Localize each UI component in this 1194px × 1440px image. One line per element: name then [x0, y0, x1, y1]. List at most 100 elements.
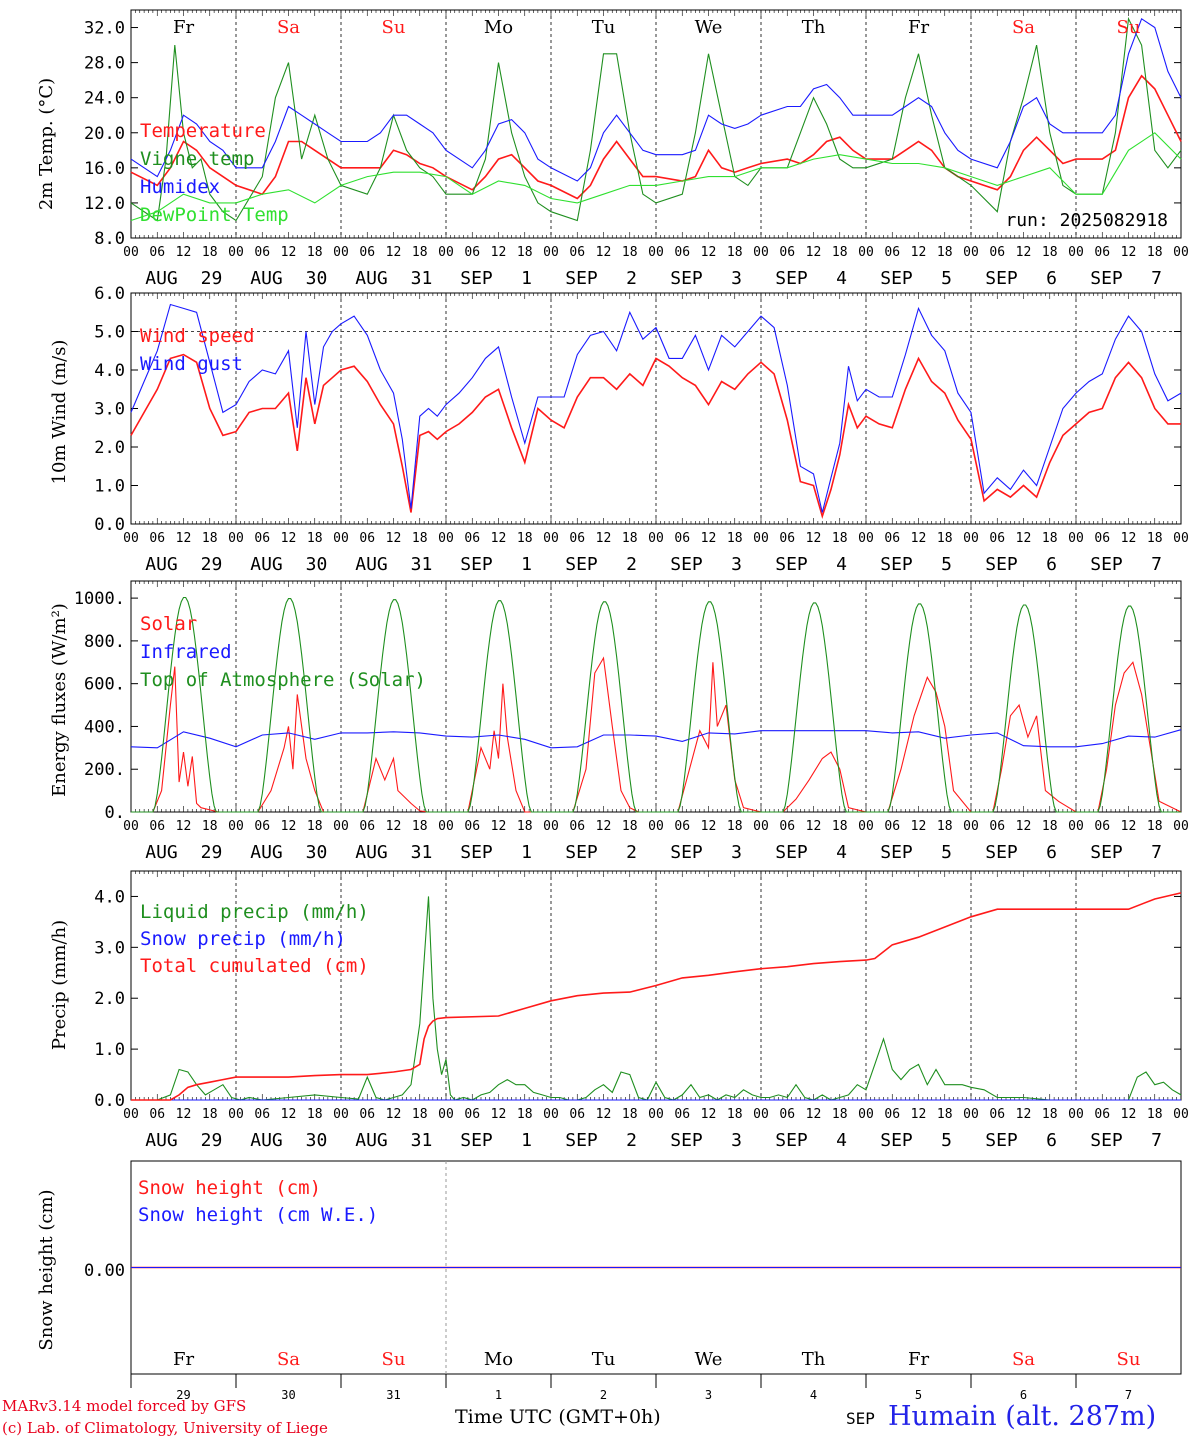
hour-tick-label: 00 — [963, 1107, 979, 1122]
hour-tick-label: 06 — [884, 245, 900, 260]
bottom-day-label: 30 — [281, 1388, 295, 1402]
station-title: Humain (alt. 287m) — [888, 1401, 1157, 1432]
hour-tick-label: 00 — [858, 245, 874, 260]
hour-tick-label: 12 — [1016, 531, 1032, 546]
hour-tick-label: 00 — [1068, 1107, 1084, 1122]
y-tick-label: 16.0 — [84, 159, 125, 179]
hour-tick-label: 18 — [307, 1107, 323, 1122]
y-axis-title: Snow height (cm) — [36, 1189, 57, 1350]
legend-entry: Vigne temp — [140, 148, 254, 170]
date-month-label: SEP — [565, 554, 598, 575]
hour-tick-label: 00 — [438, 531, 454, 546]
hour-tick-label: 00 — [1173, 1107, 1189, 1122]
weekday-label: Fr — [908, 17, 929, 38]
hour-tick-label: 00 — [963, 531, 979, 546]
hour-tick-label: 06 — [359, 531, 375, 546]
y-axis-title: 10m Wind (m/s) — [49, 340, 70, 485]
hour-tick-label: 12 — [386, 531, 402, 546]
hour-tick-label: 12 — [281, 245, 297, 260]
date-day-label: 3 — [731, 1130, 742, 1151]
hour-tick-label: 00 — [543, 1107, 559, 1122]
hour-tick-label: 00 — [543, 245, 559, 260]
hour-tick-label: 06 — [779, 819, 795, 834]
y-tick-label: 3.0 — [94, 400, 125, 420]
weekday-label: Th — [802, 1349, 826, 1370]
date-month-label: SEP — [775, 1130, 808, 1151]
hour-tick-label: 06 — [254, 1107, 270, 1122]
hour-tick-label: 18 — [517, 531, 533, 546]
hour-tick-label: 06 — [569, 531, 585, 546]
hour-tick-label: 18 — [727, 1107, 743, 1122]
panel-2 — [130, 292, 1182, 525]
date-day-label: 29 — [201, 554, 223, 575]
weekday-label: Mo — [484, 1349, 513, 1370]
hour-tick-label: 06 — [569, 245, 585, 260]
hour-tick-label: 18 — [622, 1107, 638, 1122]
series-wind-gust — [130, 303, 1182, 513]
hour-tick-label: 18 — [412, 1107, 428, 1122]
date-month-label: SEP — [775, 268, 808, 289]
date-day-label: 31 — [411, 842, 433, 863]
hour-tick-label: 18 — [202, 1107, 218, 1122]
hour-tick-label: 18 — [1147, 1107, 1163, 1122]
y-tick-label: 2.0 — [94, 438, 125, 458]
date-month-label: SEP — [670, 554, 703, 575]
hour-tick-label: 06 — [674, 531, 690, 546]
lab-credit: (c) Lab. of Climatology, University of L… — [2, 1419, 328, 1437]
date-month-label: AUG — [355, 268, 388, 289]
date-day-label: 30 — [306, 842, 328, 863]
hour-tick-label: 12 — [491, 1107, 507, 1122]
series-total-cumulated-cm — [131, 892, 1182, 1101]
date-day-label: 1 — [521, 268, 532, 289]
date-day-label: 3 — [731, 554, 742, 575]
hour-tick-label: 06 — [674, 245, 690, 260]
y-axis-title: Energy fluxes (W/m²) — [49, 603, 70, 797]
date-day-label: 1 — [521, 1130, 532, 1151]
legend-entry: Liquid precip (mm/h) — [140, 901, 369, 923]
hour-tick-label: 00 — [1173, 245, 1189, 260]
weekday-label: Fr — [173, 17, 194, 38]
hour-tick-label: 12 — [491, 245, 507, 260]
hour-tick-label: 06 — [1094, 819, 1110, 834]
weekday-label: Fr — [908, 1349, 929, 1370]
series-dewpoint-temp — [130, 132, 1182, 222]
bottom-day-label: 6 — [1020, 1388, 1027, 1402]
y-tick-label: 1000. — [74, 589, 125, 609]
model-credit: MARv3.14 model forced by GFS — [2, 1397, 247, 1415]
date-day-label: 7 — [1151, 554, 1162, 575]
hour-tick-label: 00 — [123, 245, 139, 260]
hour-tick-label: 00 — [123, 819, 139, 834]
hour-tick-label: 12 — [911, 819, 927, 834]
date-month-label: SEP — [985, 842, 1018, 863]
y-tick-label: 0. — [105, 803, 125, 823]
hour-tick-label: 18 — [307, 531, 323, 546]
hour-tick-label: 12 — [386, 819, 402, 834]
hour-tick-label: 12 — [596, 531, 612, 546]
hour-tick-label: 00 — [438, 819, 454, 834]
hour-tick-label: 12 — [176, 1107, 192, 1122]
hour-tick-label: 06 — [569, 1107, 585, 1122]
hour-tick-label: 12 — [1016, 245, 1032, 260]
hour-tick-label: 18 — [1147, 245, 1163, 260]
y-axis-title: 2m Temp. (°C) — [36, 78, 57, 210]
date-day-label: 4 — [836, 842, 847, 863]
y-tick-label: 1.0 — [94, 477, 125, 497]
bottom-month-label: SEP — [846, 1409, 875, 1428]
date-day-label: 1 — [521, 842, 532, 863]
weekday-label: Sa — [277, 17, 300, 38]
hour-tick-label: 12 — [386, 1107, 402, 1122]
hour-tick-label: 06 — [569, 819, 585, 834]
y-tick-label: 600. — [84, 675, 125, 695]
legend-entry: Snow height (cm) — [138, 1177, 321, 1199]
hour-tick-label: 12 — [176, 531, 192, 546]
hour-tick-label: 18 — [937, 245, 953, 260]
date-month-label: SEP — [775, 554, 808, 575]
hour-tick-label: 06 — [989, 819, 1005, 834]
hour-tick-label: 06 — [254, 531, 270, 546]
hour-tick-label: 12 — [491, 531, 507, 546]
legend-entry: Snow precip (mm/h) — [140, 928, 346, 950]
hour-tick-label: 18 — [202, 819, 218, 834]
date-day-label: 30 — [306, 1130, 328, 1151]
hour-tick-label: 00 — [228, 1107, 244, 1122]
